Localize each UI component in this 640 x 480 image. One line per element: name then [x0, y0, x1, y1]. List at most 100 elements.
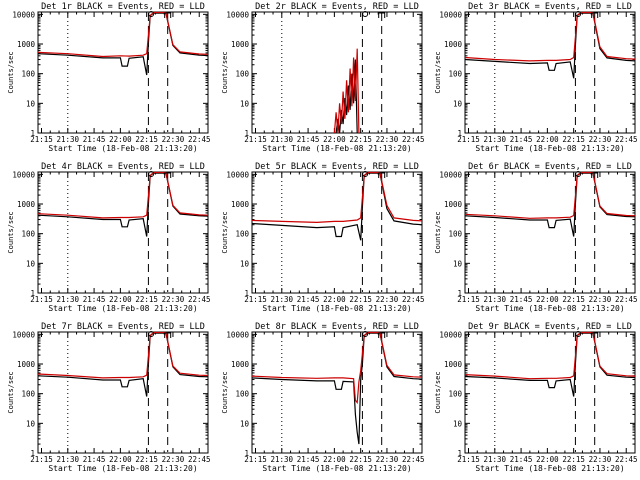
x-axis-label: Start Time (18-Feb-08 21:13:20) — [48, 464, 197, 473]
x-tick-label: 22:15 — [135, 295, 158, 304]
y-axis-label: Counts/sec — [221, 371, 229, 413]
panel-8: Det 8r BLACK = Events, RED = LLD 1 10 100 10… — [221, 322, 425, 473]
x-tick-label: 22:15 — [349, 295, 372, 304]
series-line-events — [464, 332, 636, 397]
series-line-events — [464, 172, 636, 237]
saturation-circle-glyph — [362, 11, 369, 17]
y-tick-label: 10 — [26, 259, 36, 268]
x-tick-label: 22:15 — [562, 295, 585, 304]
x-tick-label: 22:15 — [562, 455, 585, 464]
x-tick-label: 22:15 — [135, 135, 158, 144]
y-tick-label: 1000 — [231, 40, 250, 49]
x-tick-label: 22:00 — [536, 135, 559, 144]
plot-frame — [464, 171, 636, 294]
y-tick-label: 10000 — [439, 330, 462, 339]
saturation-bracket-glyph — [378, 12, 386, 18]
x-tick-label: 22:30 — [162, 455, 185, 464]
saturation-bracket-glyph — [591, 12, 599, 18]
saturation-circle-glyph — [362, 331, 369, 337]
y-tick-label: 1 — [244, 289, 249, 298]
y-tick-label: 1000 — [444, 360, 463, 369]
x-tick-label: 22:45 — [615, 135, 638, 144]
x-tick-label: 22:45 — [615, 455, 638, 464]
x-tick-label: 21:30 — [484, 455, 507, 464]
x-tick-label: 22:30 — [162, 295, 185, 304]
panel-4: Det 4r BLACK = Events, RED = LLD 1 10 100 10… — [7, 162, 211, 313]
panel-title: Det 6r BLACK = Events, RED = LLD — [468, 162, 632, 172]
y-tick-label: 10 — [240, 419, 250, 428]
x-tick-label: 22:00 — [109, 135, 132, 144]
series-line-lld — [333, 48, 360, 134]
saturation-circle-glyph — [575, 331, 582, 337]
series-line-events — [37, 172, 209, 237]
panel-title: Det 3r BLACK = Events, RED = LLD — [468, 2, 632, 12]
saturation-circle-glyph — [148, 11, 155, 17]
y-tick-label: 100 — [448, 390, 462, 399]
y-tick-label: 100 — [21, 390, 35, 399]
x-tick-label: 21:15 — [244, 295, 267, 304]
series-line-lld — [37, 171, 209, 219]
y-axis-label: Counts/sec — [434, 371, 442, 413]
x-tick-label: 22:00 — [323, 455, 346, 464]
saturation-bracket-glyph — [591, 172, 599, 178]
saturation-bracket-glyph — [378, 332, 386, 338]
x-tick-label: 21:15 — [457, 295, 480, 304]
panel-title: Det 2r BLACK = Events, RED = LLD — [255, 2, 419, 12]
x-tick-label: 21:45 — [297, 295, 320, 304]
x-tick-label: 22:15 — [349, 455, 372, 464]
x-tick-label: 21:30 — [57, 135, 80, 144]
y-tick-label: 10 — [453, 99, 463, 108]
y-axis-label: Counts/sec — [7, 51, 15, 93]
series-line-lld — [37, 11, 209, 58]
x-tick-label: 22:00 — [109, 455, 132, 464]
plot-frame — [251, 331, 423, 454]
series-line-events — [37, 332, 209, 397]
y-tick-label: 10 — [453, 419, 463, 428]
x-tick-label: 21:30 — [484, 135, 507, 144]
x-tick-label: 22:45 — [188, 455, 211, 464]
x-tick-label: 21:15 — [457, 455, 480, 464]
saturation-bracket-glyph — [164, 12, 172, 18]
y-tick-label: 10 — [240, 259, 250, 268]
x-tick-label: 22:00 — [536, 295, 559, 304]
x-tick-label: 22:15 — [349, 135, 372, 144]
y-tick-label: 1 — [244, 449, 249, 458]
x-tick-label: 22:00 — [323, 135, 346, 144]
y-tick-label: 1 — [457, 289, 462, 298]
series-line-lld — [251, 331, 423, 405]
saturation-bracket-glyph — [378, 172, 386, 178]
y-tick-label: 1 — [457, 449, 462, 458]
saturation-circle-glyph — [575, 171, 582, 177]
series-line-events — [37, 12, 209, 76]
y-axis-label: Counts/sec — [434, 51, 442, 93]
x-tick-label: 21:15 — [30, 455, 53, 464]
saturation-circle-glyph — [148, 171, 155, 177]
panel-3: Det 3r BLACK = Events, RED = LLD 1 10 100 10… — [434, 2, 638, 153]
x-tick-label: 22:45 — [188, 295, 211, 304]
x-tick-label: 21:15 — [244, 455, 267, 464]
x-tick-label: 21:45 — [510, 455, 533, 464]
y-tick-label: 10000 — [226, 330, 249, 339]
y-tick-label: 100 — [448, 70, 462, 79]
y-axis-label: Counts/sec — [7, 371, 15, 413]
x-tick-label: 21:15 — [244, 135, 267, 144]
y-tick-label: 10000 — [12, 10, 35, 19]
y-tick-label: 10000 — [12, 170, 35, 179]
y-tick-label: 100 — [448, 230, 462, 239]
y-tick-label: 1 — [457, 129, 462, 138]
y-tick-label: 1 — [30, 289, 35, 298]
y-tick-label: 10000 — [226, 10, 249, 19]
panel-7: Det 7r BLACK = Events, RED = LLD 1 10 100 10… — [7, 322, 211, 473]
y-tick-label: 1000 — [444, 200, 463, 209]
x-tick-label: 22:30 — [376, 455, 399, 464]
x-tick-label: 22:30 — [589, 295, 612, 304]
y-tick-label: 10000 — [439, 170, 462, 179]
panel-1: Det 1r BLACK = Events, RED = LLD 1 10 100 10… — [7, 2, 211, 153]
y-tick-label: 100 — [235, 230, 249, 239]
series-line-events — [335, 59, 358, 134]
series-line-events — [251, 332, 423, 445]
y-tick-label: 10 — [240, 99, 250, 108]
panel-title: Det 4r BLACK = Events, RED = LLD — [41, 162, 205, 172]
x-axis-label: Start Time (18-Feb-08 21:13:20) — [48, 304, 197, 313]
